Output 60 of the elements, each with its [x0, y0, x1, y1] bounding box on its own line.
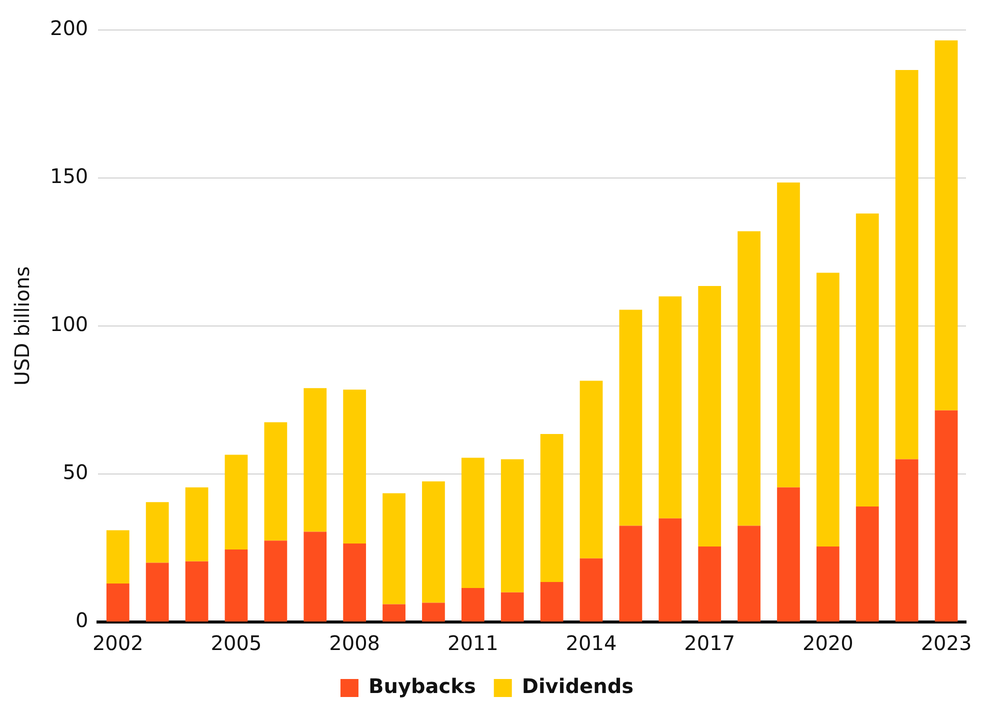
bar	[934, 40, 958, 410]
x-tick-label: 2005	[210, 631, 262, 656]
y-tick-label: 100	[50, 312, 88, 336]
bar	[658, 518, 682, 622]
bar	[343, 390, 366, 544]
y-tick-label: 0	[75, 608, 88, 632]
bar	[382, 493, 406, 604]
bar	[264, 540, 288, 622]
x-tick-label: 2023	[920, 631, 972, 656]
bar	[895, 70, 918, 460]
x-tick-label: 2011	[447, 631, 498, 656]
bar	[619, 526, 642, 622]
y-tick-label: 50	[62, 460, 88, 484]
bar	[461, 458, 484, 588]
bar	[580, 558, 603, 622]
bar	[264, 422, 288, 541]
bar	[856, 214, 879, 507]
bar	[106, 584, 130, 622]
bar	[106, 530, 130, 584]
bar	[343, 544, 366, 622]
bar	[224, 549, 248, 622]
x-tick-label: 2002	[92, 631, 144, 656]
bar	[461, 588, 484, 622]
bar	[224, 454, 248, 550]
bar	[934, 410, 958, 622]
bar	[185, 487, 208, 562]
legend-label: Dividends	[522, 674, 634, 698]
bar	[816, 272, 840, 547]
bar	[304, 388, 327, 532]
bar	[422, 481, 445, 603]
bar	[816, 546, 840, 622]
bar	[500, 592, 524, 622]
y-tick-label: 150	[50, 164, 88, 188]
bar	[185, 561, 208, 622]
bar	[500, 459, 524, 592]
bar	[777, 487, 800, 622]
y-axis-title: USD billions	[10, 266, 34, 386]
bar	[580, 380, 603, 558]
bar	[895, 459, 918, 622]
bar	[146, 562, 169, 622]
bar	[777, 182, 800, 488]
bar	[658, 296, 682, 518]
bar	[698, 546, 722, 622]
bar	[540, 434, 564, 582]
x-tick-label: 2014	[566, 631, 617, 656]
x-tick-label: 2020	[802, 631, 854, 656]
bar	[698, 286, 722, 547]
x-tick-label: 2017	[684, 631, 736, 656]
bar	[738, 231, 760, 526]
bar	[738, 526, 760, 622]
bar	[382, 604, 406, 622]
x-tick-label: 2008	[329, 631, 380, 656]
legend-label: Buybacks	[368, 674, 476, 698]
bar	[304, 532, 327, 622]
bar	[540, 582, 564, 622]
bar	[619, 310, 642, 526]
y-tick-label: 200	[50, 16, 88, 40]
bar	[856, 506, 879, 622]
bar	[422, 602, 445, 622]
bar	[146, 502, 169, 563]
